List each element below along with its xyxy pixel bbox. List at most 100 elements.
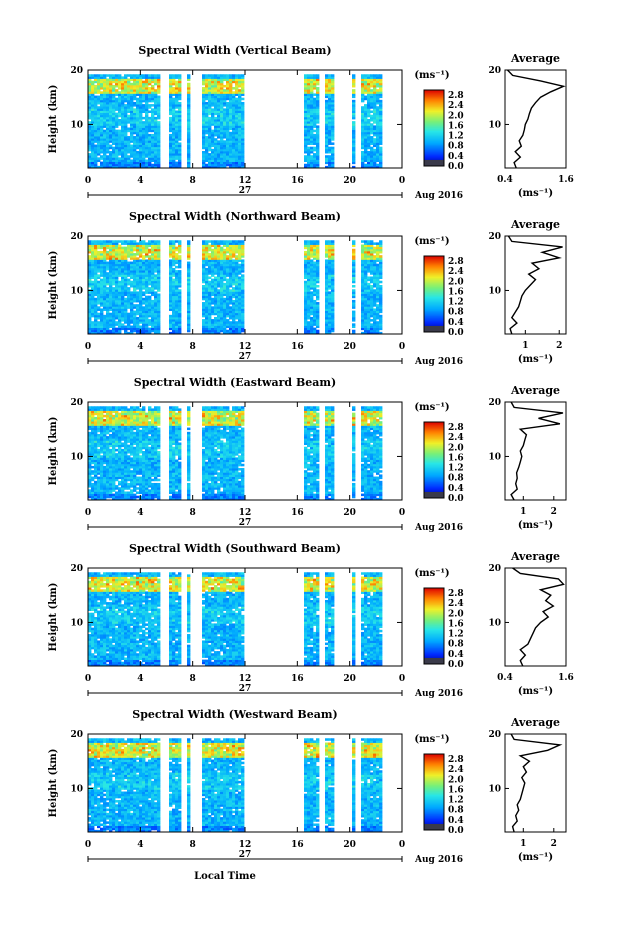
heatmap-cell [91, 127, 95, 131]
heatmap-cell [178, 240, 182, 243]
heatmap-cell [97, 99, 101, 103]
heatmap-cell [169, 89, 173, 92]
heatmap-cell [172, 293, 176, 297]
heatmap-cell [316, 304, 320, 307]
heatmap-cell [178, 76, 182, 79]
heatmap-cell [202, 155, 206, 158]
heatmap-cell [178, 78, 182, 82]
heatmap-cell [136, 84, 140, 88]
heatmap-cell [187, 323, 191, 326]
heatmap-cell [148, 259, 152, 262]
heatmap-cell [235, 127, 239, 131]
heatmap-cell [169, 293, 173, 297]
heatmap-cell [370, 155, 374, 158]
heatmap-cell [169, 87, 173, 90]
heatmap-cell [169, 308, 173, 311]
heatmap-cell [94, 89, 98, 92]
heatmap-cell [151, 282, 155, 286]
heatmap-cell [361, 157, 365, 160]
heatmap-cell [238, 319, 242, 322]
heatmap-cell [361, 314, 365, 318]
heatmap-cell [148, 121, 152, 124]
heatmap-cell [157, 165, 161, 169]
heatmap-cell [370, 138, 374, 141]
heatmap-cell [97, 250, 101, 254]
heatmap-cell [367, 253, 371, 256]
heatmap-cell [214, 293, 218, 297]
heatmap-cell [202, 74, 206, 77]
heatmap-cell [379, 87, 383, 90]
heatmap-cell [235, 144, 239, 148]
heatmap-cell [364, 84, 368, 88]
heatmap-cell [91, 87, 95, 90]
heatmap-cell [361, 274, 365, 277]
heatmap-cell [307, 270, 311, 273]
heatmap-cell [103, 78, 107, 82]
heatmap-cell [325, 157, 329, 160]
heatmap-cell [94, 289, 98, 292]
heatmap-cell [169, 297, 173, 301]
heatmap-cell [379, 331, 383, 335]
heatmap-cell [205, 291, 209, 294]
heatmap-cell [136, 278, 140, 282]
heatmap-cell [142, 267, 146, 271]
heatmap-cell [187, 299, 191, 303]
heatmap-cell [238, 129, 242, 133]
heatmap-cell [310, 129, 314, 133]
heatmap-cell [145, 163, 149, 167]
heatmap-cell [367, 153, 371, 156]
heatmap-cell [364, 257, 368, 260]
heatmap-cell [136, 261, 140, 265]
heatmap-cell [94, 308, 98, 311]
heatmap-cell [148, 119, 152, 122]
heatmap-cell [223, 157, 227, 160]
heatmap-cell [226, 306, 230, 309]
heatmap-cell [130, 159, 134, 163]
heatmap-cell [130, 272, 134, 275]
heatmap-cell [232, 325, 236, 329]
heatmap-cell [127, 116, 131, 120]
heatmap-cell [307, 108, 311, 111]
heatmap-cell [211, 259, 215, 262]
heatmap-cell [154, 263, 158, 267]
heatmap-cell [211, 116, 215, 120]
heatmap-cell [172, 302, 176, 305]
heatmap-cell [307, 131, 311, 135]
heatmap-cell [88, 310, 92, 314]
heatmap-cell [328, 280, 332, 284]
heatmap-cell [136, 142, 140, 145]
heatmap-cell [376, 306, 380, 309]
heatmap-cell [376, 310, 380, 314]
heatmap-cell [229, 295, 233, 299]
heatmap-cell [361, 276, 365, 280]
heatmap-cell [118, 87, 122, 90]
heatmap-cell [226, 159, 230, 163]
heatmap-cell [373, 133, 377, 137]
heatmap-cell [106, 293, 110, 297]
heatmap-cell [229, 312, 233, 316]
heatmap-cell [103, 321, 107, 324]
heatmap-cell [373, 299, 377, 303]
heatmap-cell [313, 119, 317, 122]
heatmap-cell [121, 270, 125, 273]
heatmap-cell [235, 74, 239, 77]
heatmap-cell [370, 280, 374, 284]
heatmap-cell [379, 101, 383, 105]
heatmap-cell [103, 263, 107, 267]
heatmap-cell [316, 289, 320, 292]
heatmap-cell [103, 133, 107, 137]
heatmap-cell [304, 165, 308, 169]
heatmap-cell [118, 97, 122, 101]
heatmap-cell [217, 278, 221, 282]
heatmap-cell [94, 125, 98, 128]
heatmap-cell [223, 104, 227, 107]
heatmap-cell [202, 131, 206, 135]
heatmap-cell [100, 95, 104, 99]
heatmap-cell [208, 95, 212, 99]
heatmap-cell [235, 329, 239, 333]
heatmap-cell [238, 248, 242, 252]
heatmap-cell [136, 150, 140, 154]
heatmap-cell [376, 84, 380, 88]
heatmap-cell [313, 272, 317, 275]
heatmap-cell [205, 97, 209, 101]
